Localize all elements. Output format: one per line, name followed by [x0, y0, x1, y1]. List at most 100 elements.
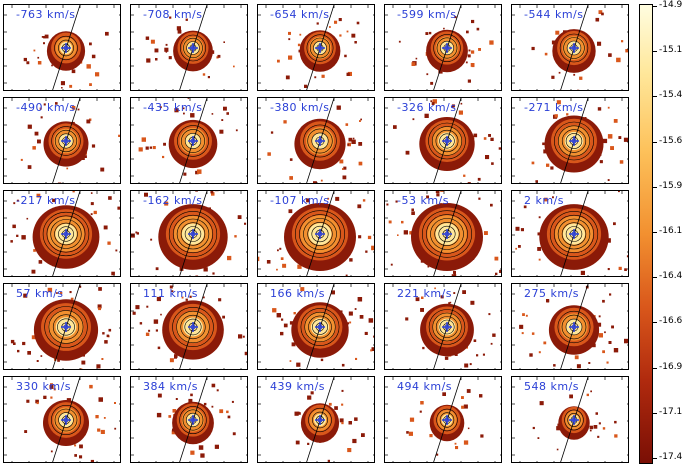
noise-speckle	[473, 339, 477, 342]
noise-speckle	[145, 36, 150, 40]
noise-speckle	[202, 296, 205, 299]
noise-speckle	[623, 137, 628, 142]
noise-speckle	[47, 287, 53, 293]
noise-speckle	[175, 398, 178, 400]
noise-speckle	[283, 323, 288, 328]
noise-speckle	[114, 402, 116, 404]
noise-speckle	[202, 73, 206, 76]
velocity-label: -380 km/s	[270, 101, 330, 114]
channel-panel: 384 km/s	[130, 376, 248, 463]
noise-speckle	[37, 139, 41, 144]
noise-speckle	[515, 226, 520, 231]
center-marker	[315, 229, 325, 239]
noise-speckle	[556, 426, 561, 431]
noise-speckle	[61, 87, 63, 89]
noise-speckle	[190, 113, 195, 118]
noise-speckle	[432, 99, 437, 104]
noise-speckle	[443, 27, 445, 30]
noise-speckle	[73, 183, 76, 184]
contour-line	[433, 34, 461, 62]
noise-speckle	[374, 231, 375, 235]
velocity-label: 439 km/s	[270, 380, 326, 393]
noise-speckle	[115, 249, 118, 252]
noise-speckle	[386, 203, 389, 206]
noise-speckle	[36, 402, 39, 405]
noise-speckle	[104, 340, 108, 344]
noise-speckle	[597, 41, 602, 46]
noise-speckle	[462, 290, 466, 294]
noise-speckle	[190, 450, 195, 455]
noise-speckle	[96, 364, 101, 369]
noise-speckle	[415, 57, 418, 60]
center-marker	[61, 43, 71, 53]
noise-speckle	[454, 16, 457, 19]
noise-speckle	[95, 72, 100, 77]
noise-speckle	[266, 260, 271, 264]
noise-speckle	[343, 166, 347, 170]
center-marker	[315, 43, 325, 53]
noise-speckle	[358, 161, 363, 166]
noise-speckle	[26, 399, 30, 403]
noise-speckle	[114, 427, 117, 430]
noise-speckle	[538, 258, 541, 261]
noise-speckle	[291, 342, 296, 347]
noise-speckle	[592, 343, 596, 348]
noise-speckle	[484, 231, 488, 235]
noise-speckle	[207, 76, 210, 79]
noise-speckle	[405, 317, 409, 321]
noise-speckle	[606, 361, 609, 364]
noise-speckle	[525, 314, 528, 317]
velocity-label: -654 km/s	[270, 8, 330, 21]
contour-line	[58, 133, 74, 149]
noise-speckle	[577, 89, 580, 90]
channel-map-plot	[385, 5, 501, 90]
noise-speckle	[425, 32, 429, 35]
velocity-label: 330 km/s	[16, 380, 72, 393]
colorbar-tick	[653, 232, 657, 233]
colorbar-tick	[653, 141, 657, 143]
noise-speckle	[480, 434, 484, 438]
noise-speckle	[150, 39, 155, 44]
noise-speckle	[555, 30, 560, 35]
noise-speckle	[491, 162, 494, 165]
noise-speckle	[398, 40, 401, 43]
noise-speckle	[57, 182, 62, 183]
noise-speckle	[155, 267, 159, 271]
noise-speckle	[463, 440, 469, 445]
noise-speckle	[150, 238, 153, 241]
contour-line	[428, 122, 466, 160]
noise-speckle	[467, 182, 471, 183]
noise-speckle	[277, 59, 280, 63]
noise-speckle	[621, 40, 624, 43]
center-marker	[315, 136, 325, 146]
noise-speckle	[329, 26, 331, 28]
contour-line	[565, 226, 583, 242]
noise-speckle	[232, 432, 236, 436]
noise-speckle	[409, 417, 415, 422]
noise-speckle	[298, 412, 301, 415]
noise-speckle	[602, 427, 606, 430]
noise-speckle	[409, 231, 413, 235]
noise-speckle	[346, 72, 350, 76]
noise-speckle	[488, 313, 491, 316]
noise-speckle	[428, 31, 432, 35]
noise-speckle	[435, 191, 440, 193]
noise-speckle	[458, 110, 463, 115]
colorbar-tick-label: -15.9	[659, 180, 683, 191]
contour-line	[46, 215, 86, 253]
velocity-label: -107 km/s	[270, 194, 330, 207]
noise-speckle	[351, 139, 356, 144]
velocity-label: 111 km/s	[143, 287, 199, 300]
noise-speckle	[344, 54, 347, 58]
noise-speckle	[461, 405, 465, 409]
channel-map-plot	[131, 377, 247, 462]
noise-speckle	[91, 144, 96, 148]
noise-speckle	[169, 285, 173, 289]
noise-speckle	[155, 329, 158, 332]
noise-speckle	[136, 232, 139, 235]
noise-speckle	[296, 362, 301, 367]
contour-line	[564, 409, 584, 431]
colorbar-tick	[653, 322, 657, 324]
noise-speckle	[602, 350, 605, 354]
noise-speckle	[219, 409, 224, 414]
